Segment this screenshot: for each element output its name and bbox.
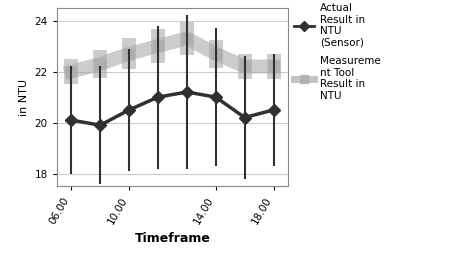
Y-axis label: in NTU: in NTU: [19, 79, 29, 116]
Legend: Actual
Result in
NTU
(Sensor), Measureme
nt Tool
Result in
NTU: Actual Result in NTU (Sensor), Measureme…: [290, 0, 384, 105]
X-axis label: Timeframe: Timeframe: [135, 232, 210, 245]
